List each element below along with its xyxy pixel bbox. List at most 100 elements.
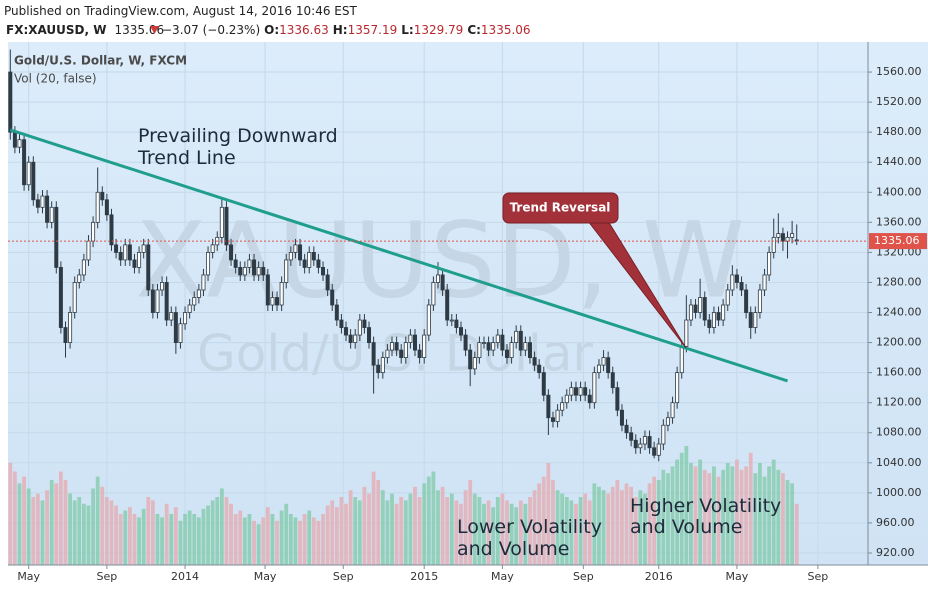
x-tick-label: May [254, 570, 277, 583]
candle-body [348, 334, 353, 343]
candle-body [17, 139, 22, 148]
candle-body [780, 233, 785, 242]
candle-body [132, 259, 137, 268]
candle-body [146, 244, 151, 291]
legend-title: Gold/U.S. Dollar, W, FXCM [14, 54, 187, 68]
volume-bar [712, 466, 716, 565]
volume-bar [252, 520, 256, 565]
candle-body [454, 319, 459, 328]
volume-bar [293, 517, 298, 565]
candle-body [403, 342, 408, 359]
volume-bar [652, 476, 657, 565]
volume-bar [100, 486, 105, 565]
volume-bar [744, 466, 749, 565]
volume-bar [31, 497, 36, 565]
candle-body [702, 297, 707, 321]
volume-bar [679, 452, 684, 565]
x-tick-label: Sep [573, 570, 594, 583]
candle-body [753, 312, 758, 328]
y-tick-label: 1240.00 [876, 306, 922, 319]
candle-body [698, 297, 703, 313]
candle-body [486, 342, 491, 351]
volume-bar [633, 497, 638, 565]
volume-bar [339, 497, 344, 565]
candle-body [81, 259, 86, 276]
candle-body [353, 334, 358, 343]
volume-bar [440, 486, 445, 565]
x-tick-label: 2016 [645, 570, 673, 583]
candle-body [555, 409, 560, 422]
volume-bar [610, 486, 615, 565]
volume-bar [564, 497, 569, 565]
volume-bar [334, 507, 339, 565]
volume-bar [390, 493, 394, 565]
volume-bar [210, 500, 215, 565]
volume-bar [537, 483, 542, 565]
symbol: FX:XAUUSD, W [6, 23, 106, 37]
volume-bar [91, 488, 95, 565]
last-price-tag [869, 233, 927, 250]
candle-body [173, 312, 178, 343]
volume-bar [730, 466, 735, 565]
candle-body [408, 334, 413, 343]
candle-body [275, 297, 280, 306]
candle-body [569, 387, 574, 396]
volume-bar [49, 480, 54, 565]
callout-box [502, 192, 619, 224]
candle-body [523, 342, 528, 351]
candle-body [137, 252, 142, 268]
volume-bar [615, 480, 620, 565]
candle-body [445, 289, 450, 321]
candle-body [642, 436, 647, 445]
volume-bar [739, 469, 744, 565]
volume-bar [748, 452, 753, 565]
volume-bar [22, 476, 26, 565]
candle-body [647, 436, 652, 449]
candle-body [109, 214, 114, 246]
volume-bar [546, 463, 551, 565]
ohlc-value: 1336.63 [279, 23, 329, 37]
ohlc-value: 1335.06 [481, 23, 531, 37]
volume-bar [68, 493, 72, 565]
volume-bar [192, 514, 197, 565]
candle-body [256, 267, 261, 276]
volume-bar [794, 503, 799, 565]
candle-body [344, 327, 349, 336]
candle-body [238, 267, 243, 276]
candle-body [376, 364, 381, 374]
volume-bar [330, 500, 335, 565]
candle-body [22, 139, 27, 186]
volume-bar [311, 517, 316, 565]
candle-body [615, 387, 620, 411]
candle-body [390, 342, 395, 351]
x-tick-label: May [726, 570, 749, 583]
volume-bar [325, 505, 330, 565]
legend-indicator: Vol (20, false) [14, 72, 97, 86]
volume-bar [684, 446, 689, 565]
volume-bar [86, 505, 91, 565]
volume-bar [344, 503, 348, 565]
candle-body [210, 244, 215, 253]
candle-body [187, 304, 192, 313]
volume-bar [247, 514, 252, 565]
volume-bar [316, 520, 321, 565]
candle-body [413, 334, 418, 351]
volume-bar [472, 493, 477, 565]
volume-bar [523, 503, 528, 565]
volume-bar [279, 510, 284, 565]
volume-bar [606, 493, 611, 565]
annotation: Trend Line [137, 147, 236, 169]
volume-bar [541, 476, 546, 565]
candle-body [679, 345, 684, 374]
candle-body [481, 342, 486, 344]
volume-bar [454, 500, 459, 565]
candle-body [767, 252, 772, 276]
volume-bar [689, 463, 693, 565]
volume-bar [647, 483, 652, 565]
volume-bar [348, 490, 353, 565]
y-tick-label: 1000.00 [876, 486, 922, 499]
ohlc-value: 1329.79 [414, 23, 464, 37]
candle-body [711, 312, 716, 328]
volume-bar [569, 500, 574, 565]
